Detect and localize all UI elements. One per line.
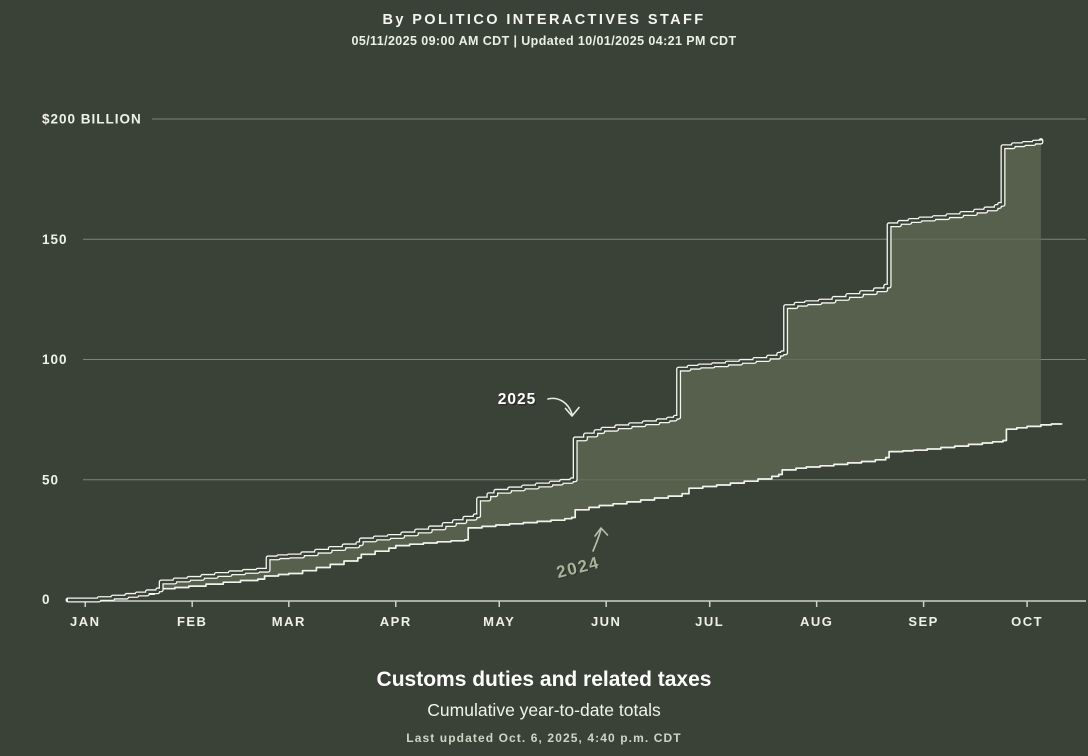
month-label: APR: [380, 614, 412, 629]
annotation-2025-label: 2025: [498, 391, 536, 408]
y-tick-label: 50: [42, 472, 59, 487]
annotation-2025-arrow: [547, 397, 573, 415]
dateline: 05/11/2025 09:00 AM CDT | Updated 10/01/…: [351, 34, 737, 48]
annotation-2025-arrowhead: [564, 406, 580, 417]
byline: By POLITICO INTERACTIVES STAFF: [382, 12, 706, 28]
chart-title: Customs duties and related taxes: [376, 668, 712, 691]
chart-subtitle: Cumulative year-to-date totals: [427, 700, 661, 720]
y-tick-label: 150: [42, 232, 68, 247]
month-label: JAN: [70, 614, 101, 629]
chart: JAN FEB MAR APR MAY JUN JUL AUG SEP OCT $200 BILLI…: [42, 112, 1086, 629]
last-updated: Last updated Oct. 6, 2025, 4:40 p.m. CDT: [406, 731, 682, 745]
month-label: MAR: [272, 614, 306, 629]
y-tick-label: 0: [42, 592, 51, 607]
y-tick-label: $200 BILLION: [42, 112, 142, 127]
annotation-2024-arrow: [592, 528, 602, 552]
y-tick-label: 100: [42, 352, 68, 367]
area-between-2025-2024: [68, 140, 1041, 600]
month-label: OCT: [1011, 614, 1043, 629]
line-2025-core: [68, 140, 1043, 602]
line-2024: [68, 423, 1063, 601]
month-label: MAY: [483, 614, 515, 629]
month-label: JUL: [695, 614, 724, 629]
annotation-2024-label: 2024: [555, 553, 602, 582]
month-label: FEB: [177, 614, 208, 629]
month-label: AUG: [800, 614, 833, 629]
month-label: JUN: [591, 614, 622, 629]
annotation-2024-arrowhead: [594, 527, 609, 537]
month-label: SEP: [908, 614, 939, 629]
